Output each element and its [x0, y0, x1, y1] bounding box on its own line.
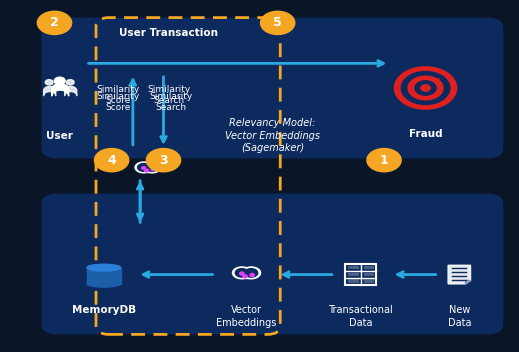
Polygon shape — [138, 164, 149, 171]
Polygon shape — [245, 273, 248, 278]
Text: User: User — [46, 131, 73, 140]
Polygon shape — [144, 162, 161, 173]
Text: 5: 5 — [274, 17, 282, 29]
Polygon shape — [448, 265, 471, 284]
Circle shape — [421, 85, 430, 91]
Text: Transactional
Data: Transactional Data — [329, 306, 393, 328]
Text: New
Data: New Data — [447, 306, 471, 328]
Polygon shape — [135, 162, 152, 173]
Circle shape — [367, 149, 401, 172]
Bar — [348, 279, 359, 283]
Circle shape — [261, 11, 295, 34]
Circle shape — [250, 274, 254, 276]
Circle shape — [94, 149, 129, 172]
Circle shape — [243, 275, 247, 278]
Text: Vector
Embeddings: Vector Embeddings — [216, 306, 277, 328]
Bar — [364, 279, 374, 283]
Circle shape — [37, 11, 72, 34]
Circle shape — [66, 80, 74, 85]
Text: Relevancy Model:
Vector Embeddings
(Sagemaker): Relevancy Model: Vector Embeddings (Sage… — [225, 118, 320, 153]
Polygon shape — [146, 168, 149, 172]
Text: Similarity
Score: Similarity Score — [97, 85, 140, 105]
Bar — [348, 266, 359, 269]
Polygon shape — [235, 269, 249, 277]
FancyBboxPatch shape — [42, 194, 503, 334]
Circle shape — [415, 81, 436, 95]
Text: Similarity
Search: Similarity Search — [149, 92, 193, 112]
Polygon shape — [242, 267, 261, 279]
Polygon shape — [87, 280, 120, 287]
Text: MemoryDB: MemoryDB — [72, 305, 136, 315]
Bar — [364, 273, 374, 276]
Text: 1: 1 — [380, 154, 388, 166]
Polygon shape — [244, 269, 258, 277]
Text: 2: 2 — [50, 17, 59, 29]
Polygon shape — [233, 267, 251, 279]
Circle shape — [408, 76, 443, 100]
Polygon shape — [87, 264, 120, 271]
FancyBboxPatch shape — [42, 18, 503, 158]
Circle shape — [394, 67, 457, 109]
Circle shape — [144, 169, 148, 172]
Text: 4: 4 — [107, 154, 116, 166]
Circle shape — [54, 77, 65, 84]
Bar — [348, 273, 359, 276]
Polygon shape — [87, 268, 120, 284]
Circle shape — [151, 168, 155, 171]
Circle shape — [45, 80, 53, 85]
Circle shape — [401, 71, 450, 105]
Text: Fraud: Fraud — [409, 129, 442, 139]
Polygon shape — [146, 164, 158, 171]
Text: 3: 3 — [159, 154, 168, 166]
Bar — [364, 266, 374, 269]
Text: Similarity
Search: Similarity Search — [147, 85, 190, 105]
Circle shape — [142, 166, 146, 169]
Circle shape — [146, 149, 181, 172]
Polygon shape — [466, 281, 471, 284]
Text: Similarity
Score: Similarity Score — [97, 92, 140, 112]
Text: User Transaction: User Transaction — [119, 29, 218, 38]
Circle shape — [240, 272, 244, 275]
